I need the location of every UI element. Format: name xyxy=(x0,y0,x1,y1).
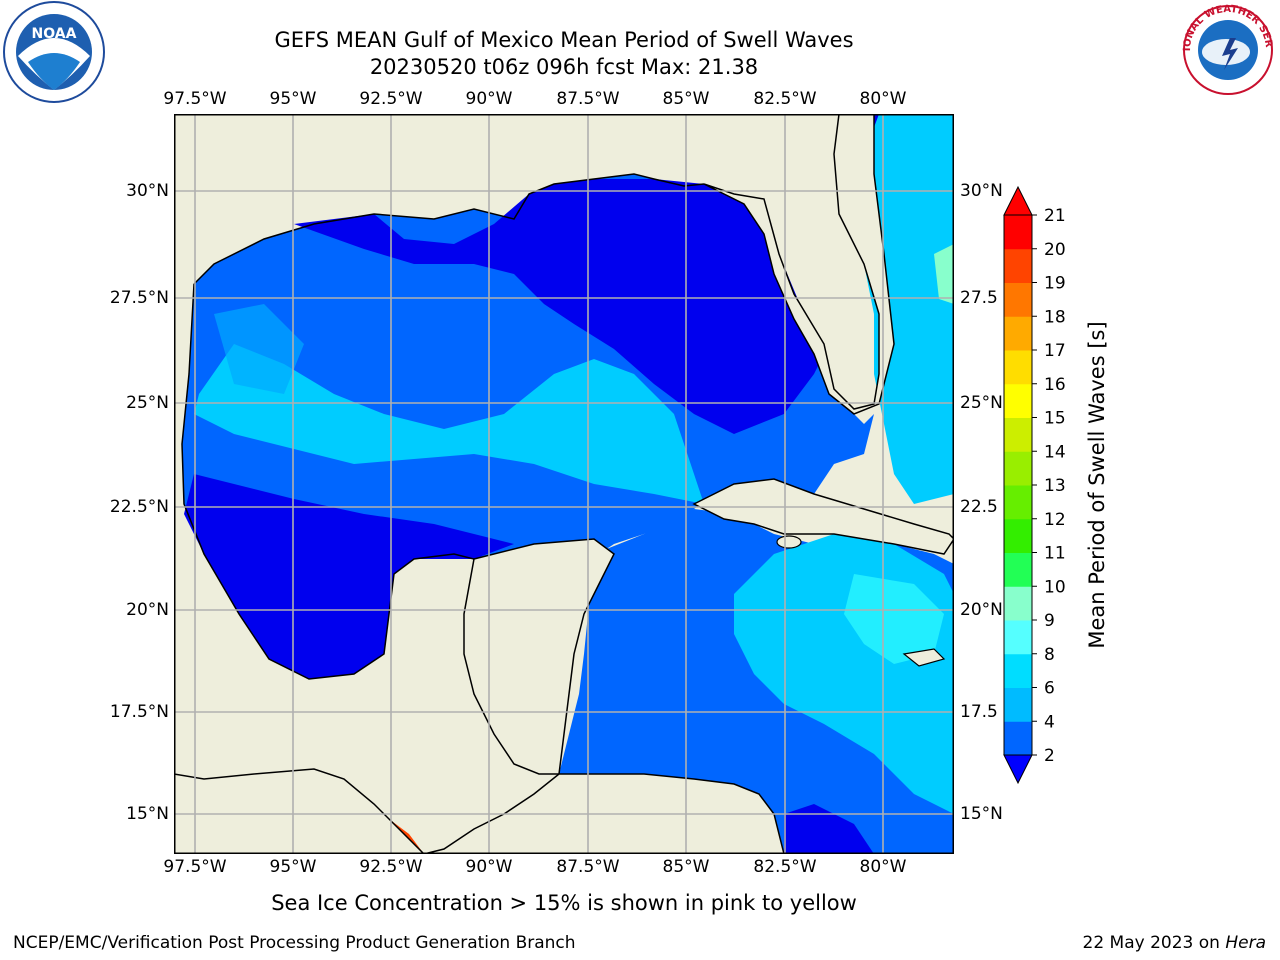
lon-tick-bottom: 97.5°W xyxy=(163,857,227,877)
honduras-coast xyxy=(174,768,785,854)
sea-ice-note: Sea Ice Concentration > 15% is shown in … xyxy=(271,891,857,915)
gulf-swell-2s-band xyxy=(294,179,824,434)
lon-tick-top: 95°W xyxy=(269,89,317,109)
florida-peninsula xyxy=(703,114,895,415)
caribbean-swell-2s-band xyxy=(784,804,874,854)
lat-tick-right: 30°N xyxy=(960,181,1003,201)
lon-tick-bottom: 82.5°W xyxy=(753,857,817,877)
isle-of-youth xyxy=(776,535,802,549)
colorbar-segment xyxy=(1004,687,1032,722)
footer-date-text: 22 May 2023 on xyxy=(1082,933,1226,953)
gulf-of-mexico-map xyxy=(174,114,954,854)
caribbean-swell-8s-patch xyxy=(844,574,944,664)
atlantic-swell-9s-patch xyxy=(934,244,954,304)
colorbar-tick-label: 15 xyxy=(1044,409,1066,429)
lat-tick-right: 20°N xyxy=(960,600,1003,620)
colorbar-tick-label: 17 xyxy=(1044,341,1066,361)
colorbar-segment xyxy=(1004,350,1032,385)
lightning-icon xyxy=(1222,38,1238,70)
colorbar-tick-label: 10 xyxy=(1044,577,1066,597)
colorbar-segment xyxy=(1004,518,1032,553)
footer-date: 22 May 2023 on Hera xyxy=(1083,933,1267,953)
colorbar-segment xyxy=(1004,653,1032,688)
colorbar-tick-label: 19 xyxy=(1044,274,1066,294)
jamaica-island xyxy=(902,648,946,667)
lon-tick-bottom: 95°W xyxy=(269,857,317,877)
footer-credit: NCEP/EMC/Verification Post Processing Pr… xyxy=(13,933,576,953)
lat-tick-left: 25°N xyxy=(126,393,169,413)
chart-title: GEFS MEAN Gulf of Mexico Mean Period of … xyxy=(274,28,854,52)
colorbar-tick-label: 9 xyxy=(1044,611,1055,631)
lat-tick-left: 15°N xyxy=(126,804,169,824)
lon-tick-top: 80°W xyxy=(859,89,907,109)
lon-tick-bottom: 92.5°W xyxy=(359,857,423,877)
colorbar-tick-label: 12 xyxy=(1044,510,1066,530)
colorbar-tick-label: 2 xyxy=(1044,746,1055,766)
colorbar-segment xyxy=(1004,383,1032,418)
colorbar-tick-label: 6 xyxy=(1044,679,1055,699)
colorbar-segment xyxy=(1004,485,1032,520)
lon-tick-top: 90°W xyxy=(465,89,513,109)
lat-tick-left: 17.5°N xyxy=(109,702,169,722)
colorbar-segment xyxy=(1004,451,1032,486)
lat-tick-right: 27.5 xyxy=(960,288,998,308)
lon-tick-top: 87.5°W xyxy=(556,89,620,109)
cuba-island xyxy=(692,478,954,555)
colorbar-segment xyxy=(1004,282,1032,317)
colorbar-extend-max-arrow xyxy=(1003,185,1033,216)
colorbar-tick-label: 18 xyxy=(1044,307,1066,327)
lat-tick-left: 27.5°N xyxy=(109,288,169,308)
colorbar-extend-min-arrow xyxy=(1003,754,1033,785)
lat-tick-left: 20°N xyxy=(126,600,169,620)
lon-tick-top: 97.5°W xyxy=(163,89,227,109)
colorbar-segment xyxy=(1004,586,1032,621)
colorbar-tick-label: 8 xyxy=(1044,645,1055,665)
colorbar-tick-label: 21 xyxy=(1044,206,1066,226)
gulf-swell-2s-band-west xyxy=(184,474,514,679)
colorbar-tick-label: 11 xyxy=(1044,544,1066,564)
noaa-logo-text: NOAA xyxy=(32,26,77,42)
colorbar: 2 4 6 8 9 10 11 12 13 14 15 16 17 18 19 20 21 xyxy=(1003,185,1066,785)
colorbar-tick-label: 20 xyxy=(1044,240,1066,260)
lon-tick-bottom: 80°W xyxy=(859,857,907,877)
colorbar-segment xyxy=(1004,552,1032,587)
colorbar-segments xyxy=(1003,185,1033,785)
footer-host: Hera xyxy=(1225,933,1266,953)
gulf-coastline-north xyxy=(193,173,705,285)
colorbar-segment xyxy=(1004,721,1032,756)
lat-tick-left: 22.5°N xyxy=(109,497,169,517)
nws-logo: NATIONAL WEATHER SERVICE xyxy=(1176,2,1274,95)
lat-tick-right: 25°N xyxy=(960,393,1003,413)
lon-tick-bottom: 90°W xyxy=(465,857,513,877)
map-gridlines xyxy=(174,114,954,854)
lat-tick-right: 22.5 xyxy=(960,497,998,517)
lat-tick-right: 17.5 xyxy=(960,702,998,722)
lon-tick-top: 92.5°W xyxy=(359,89,423,109)
gulf-swell-6s-band xyxy=(194,344,704,504)
colorbar-tick-label: 14 xyxy=(1044,442,1066,462)
lon-tick-top: 85°W xyxy=(662,89,710,109)
colorbar-tick-label: 13 xyxy=(1044,476,1066,496)
chart-subtitle-forecast: 20230520 t06z 096h fcst Max: 21.38 xyxy=(369,55,759,79)
lon-tick-bottom: 85°W xyxy=(662,857,710,877)
lat-tick-left: 30°N xyxy=(126,181,169,201)
colorbar-tick-label: 16 xyxy=(1044,375,1066,395)
map-border xyxy=(174,114,954,854)
gulf-swell-4s-band xyxy=(214,304,304,394)
lon-tick-bottom: 87.5°W xyxy=(556,857,620,877)
colorbar-tick-label: 4 xyxy=(1044,712,1055,732)
lat-tick-right: 15°N xyxy=(960,804,1003,824)
colorbar-segment xyxy=(1004,620,1032,655)
yucatan-peninsula xyxy=(463,538,615,775)
colorbar-segment xyxy=(1004,248,1032,283)
noaa-logo: NOAA xyxy=(3,1,105,103)
colorbar-segment xyxy=(1004,316,1032,351)
colorbar-segment xyxy=(1004,417,1032,452)
colorbar-label: Mean Period of Swell Waves [s] xyxy=(1085,321,1109,649)
colorbar-segment xyxy=(1004,215,1032,250)
lon-tick-top: 82.5°W xyxy=(753,89,817,109)
colorbar-ticks: 2 4 6 8 9 10 11 12 13 14 15 16 17 18 19 20 21 xyxy=(1032,206,1066,766)
